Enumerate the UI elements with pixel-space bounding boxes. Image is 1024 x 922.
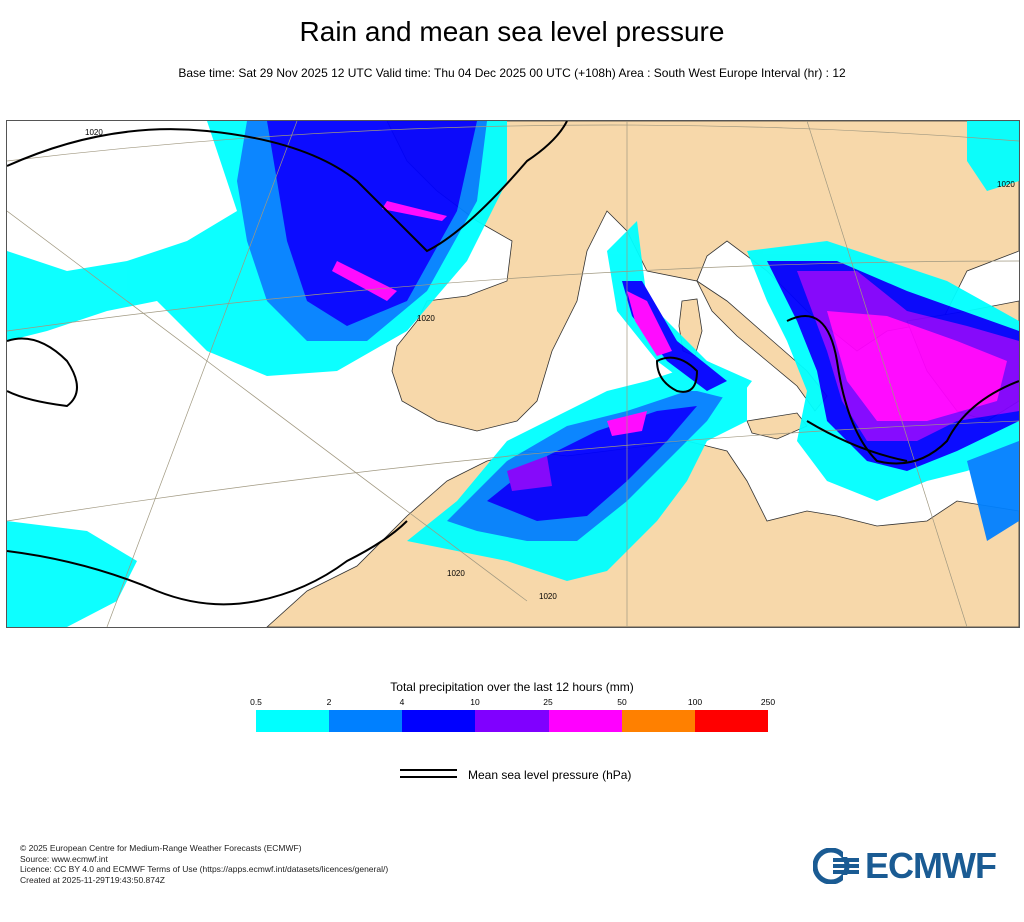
legend-tick: 0.5 [250,697,262,707]
legend-colorbar [256,710,768,732]
isobar-label: 1020 [997,180,1015,189]
graticule [7,121,1019,627]
legend-tick: 25 [543,697,553,707]
footer-copyright: © 2025 European Centre for Medium-Range … [20,843,302,853]
footer-source: Source: www.ecmwf.int [20,853,108,864]
legend-swatch [329,710,403,732]
legend-tick: 10 [470,697,480,707]
legend-tick: 50 [617,697,627,707]
legend-tick: 2 [326,697,332,707]
precip-shading [7,121,1019,627]
weather-map: 1020 1020 1020 1020 1020 [6,120,1020,628]
legend-tick: 4 [399,697,405,707]
footer-created: Created at 2025-11-29T19:43:50.874Z [20,874,165,885]
isobar-label: 1020 [417,314,435,323]
legend-swatch [402,710,476,732]
footer-credits: © 2025 European Centre for Medium-Range … [20,843,388,885]
legend-tick: 250 [760,697,776,707]
chart-subtitle: Base time: Sat 29 Nov 2025 12 UTC Valid … [178,66,846,80]
ecmwf-logo-text: ECMWF [865,845,997,886]
footer-licence: Licence: CC BY 4.0 and ECMWF Terms of Us… [20,864,389,874]
chart-title: Rain and mean sea level pressure [299,16,725,47]
isobar-label: 1020 [85,128,103,137]
legend-swatch [548,710,622,732]
isobars [7,121,1019,606]
isobar-label: 1020 [447,569,465,578]
legend-swatch [256,710,330,732]
ecmwf-logo-icon [813,848,859,884]
ecmwf-logo: ECMWF [813,845,997,886]
mslp-legend-label: Mean sea level pressure (hPa) [468,768,632,782]
mslp-legend-line [400,769,457,779]
legend-swatch [621,710,695,732]
legend-tick: 100 [687,697,703,707]
isobar-label: 1020 [539,592,557,601]
isobar-labels: 1020 1020 1020 1020 1020 [85,128,1015,601]
legend-swatch [475,710,549,732]
legend-swatch [694,710,768,732]
legend-title: Total precipitation over the last 12 hou… [390,680,634,694]
